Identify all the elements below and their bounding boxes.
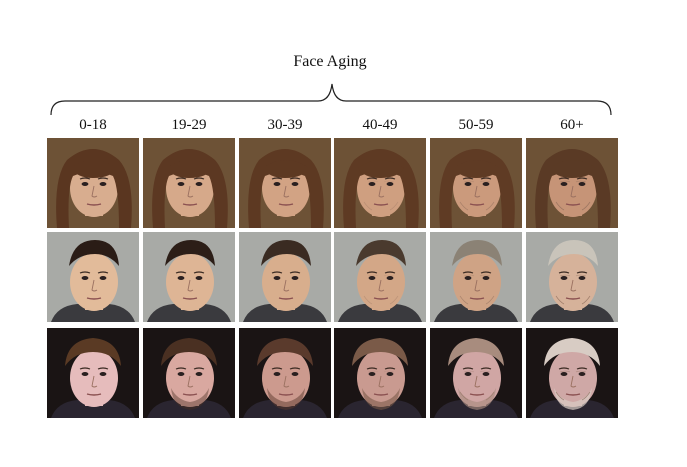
face-young-man-60+ (526, 232, 618, 322)
face-young-man-30-39 (239, 232, 331, 322)
face-young-man-40-49 (334, 232, 426, 322)
face-boy-0-18 (47, 328, 139, 418)
face-boy-50-59 (430, 328, 522, 418)
face-woman-50-59 (430, 138, 522, 228)
face-woman-60+ (526, 138, 618, 228)
face-young-man-0-18 (47, 232, 139, 322)
age-label-0: 0-18 (79, 117, 107, 133)
age-brace (50, 83, 612, 116)
face-woman-40-49 (334, 138, 426, 228)
age-label-4: 50-59 (458, 117, 494, 133)
face-young-man-50-59 (430, 232, 522, 322)
figure-title: Face Aging (293, 53, 367, 70)
face-young-man-19-29 (143, 232, 235, 322)
face-boy-40-49 (334, 328, 426, 418)
face-boy-30-39 (239, 328, 331, 418)
face-woman-0-18 (47, 138, 139, 228)
face-boy-19-29 (143, 328, 235, 418)
face-boy-60+ (526, 328, 618, 418)
age-label-3: 40-49 (362, 117, 398, 133)
age-label-1: 19-29 (171, 117, 207, 133)
face-woman-30-39 (239, 138, 331, 228)
face-woman-19-29 (143, 138, 235, 228)
age-label-2: 30-39 (267, 117, 303, 133)
age-label-5: 60+ (560, 117, 584, 133)
